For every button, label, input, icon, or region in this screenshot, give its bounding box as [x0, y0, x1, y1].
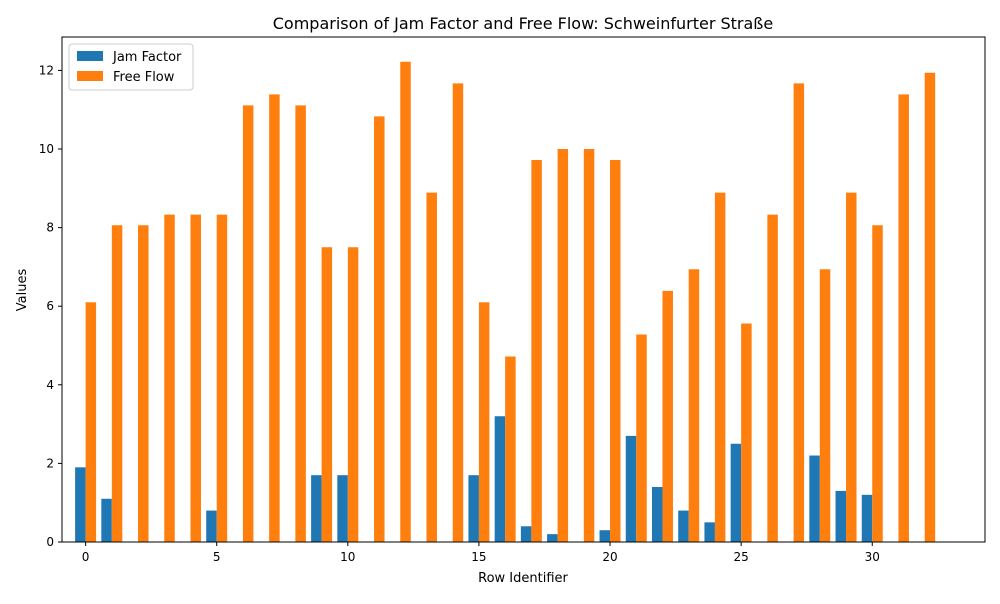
- free-flow-bar-23: [688, 269, 700, 542]
- free-flow-bar-9: [321, 247, 333, 542]
- jam-factor-bar-1: [101, 498, 112, 542]
- free-flow-bar-7: [269, 94, 280, 542]
- x-tick-label-20: 20: [602, 550, 617, 564]
- y-tick-label-10: 10: [39, 142, 54, 156]
- jam-factor-bar-29: [835, 490, 847, 542]
- jam-factor-bar-22: [651, 486, 663, 542]
- y-tick-label-12: 12: [39, 63, 54, 77]
- x-tick-label-5: 5: [213, 550, 221, 564]
- axes-group: 0 5 10 15 20 25 30 0 2 4 6 8 10 12: [39, 36, 986, 564]
- free-flow-bar-1: [111, 225, 123, 542]
- free-flow-bar-27: [793, 83, 805, 543]
- jam-factor-bar-25: [730, 443, 742, 542]
- y-axis-label: Values: [15, 269, 30, 312]
- free-flow-bar-8: [295, 105, 306, 542]
- y-tick-label-0: 0: [46, 535, 54, 549]
- free-flow-bar-13: [426, 192, 437, 542]
- free-flow-bar-19: [583, 149, 595, 542]
- free-flow-bar-20: [610, 160, 621, 542]
- free-flow-bar-14: [452, 83, 464, 543]
- free-flow-bar-6: [242, 105, 254, 542]
- legend-swatch-0: [77, 51, 103, 61]
- free-flow-bar-29: [846, 192, 857, 542]
- bars-group: [75, 61, 936, 543]
- y-tick-label-8: 8: [46, 221, 54, 235]
- jam-factor-bar-5: [206, 510, 217, 542]
- x-tick-label-30: 30: [865, 550, 880, 564]
- free-flow-bar-28: [819, 269, 831, 542]
- free-flow-bar-25: [741, 323, 752, 542]
- jam-factor-bar-23: [678, 510, 689, 542]
- jam-factor-bar-24: [704, 522, 715, 542]
- jam-factor-bar-9: [311, 475, 322, 542]
- jam-factor-bar-30: [861, 494, 873, 542]
- free-flow-bar-26: [767, 214, 778, 542]
- free-flow-bar-21: [636, 334, 647, 542]
- free-flow-bar-31: [898, 94, 909, 542]
- x-tick-label-0: 0: [82, 550, 90, 564]
- x-tick-label-10: 10: [340, 550, 355, 564]
- jam-factor-bar-28: [809, 455, 820, 542]
- y-tick-label-4: 4: [46, 378, 54, 392]
- plot-frame: [61, 36, 986, 543]
- y-tick-label-6: 6: [46, 299, 54, 313]
- chart-title: Comparison of Jam Factor and Free Flow: …: [273, 14, 773, 33]
- x-tick-label-15: 15: [471, 550, 486, 564]
- free-flow-bar-24: [714, 192, 726, 542]
- jam-factor-bar-16: [494, 416, 506, 542]
- jam-factor-bar-21: [625, 435, 637, 542]
- jam-factor-bar-15: [468, 475, 479, 542]
- x-axis-label: Row Identifier: [478, 571, 568, 586]
- free-flow-bar-2: [138, 225, 149, 542]
- jam-factor-bar-17: [520, 526, 532, 542]
- free-flow-bar-3: [164, 214, 175, 542]
- free-flow-bar-18: [557, 149, 569, 542]
- free-flow-bar-15: [478, 302, 490, 542]
- jam-factor-bar-18: [547, 534, 558, 542]
- free-flow-bar-11: [374, 116, 385, 542]
- free-flow-bar-30: [872, 225, 883, 542]
- free-flow-bar-32: [924, 72, 936, 542]
- legend-label-0: Jam Factor: [112, 50, 182, 65]
- legend: Jam Factor Free Flow: [68, 43, 194, 91]
- free-flow-bar-16: [505, 356, 516, 542]
- free-flow-bar-0: [85, 302, 97, 542]
- jam-factor-bar-10: [337, 475, 348, 542]
- free-flow-bar-5: [216, 214, 228, 542]
- jam-factor-bar-20: [599, 530, 611, 542]
- y-tick-label-2: 2: [46, 456, 54, 470]
- free-flow-bar-22: [662, 290, 673, 542]
- free-flow-bar-17: [531, 160, 542, 542]
- legend-swatch-1: [77, 71, 103, 81]
- free-flow-bar-4: [190, 214, 201, 542]
- legend-label-1: Free Flow: [113, 70, 175, 85]
- jam-factor-bar-0: [75, 467, 86, 542]
- x-tick-label-25: 25: [733, 550, 748, 564]
- free-flow-bar-12: [400, 61, 411, 542]
- free-flow-bar-10: [347, 247, 359, 542]
